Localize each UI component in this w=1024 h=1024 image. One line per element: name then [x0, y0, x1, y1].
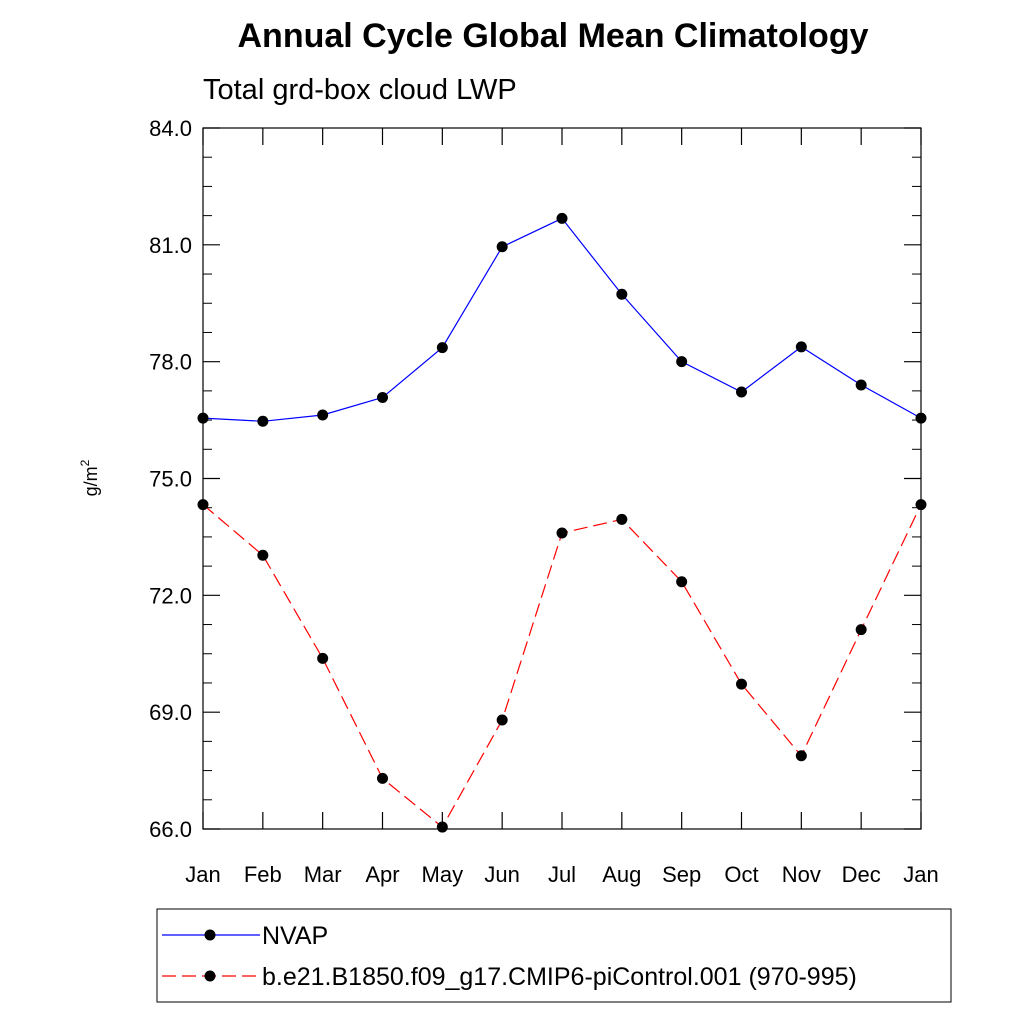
x-tick-label: Sep [662, 862, 701, 887]
data-point [257, 415, 269, 427]
x-tick-label: Mar [304, 862, 342, 887]
data-point [556, 212, 568, 224]
data-point [795, 750, 807, 762]
chart-title: Annual Cycle Global Mean Climatology [238, 17, 869, 55]
x-tick-label: May [422, 862, 464, 887]
legend-marker [204, 929, 216, 941]
legend: NVAP b.e21.B1850.f09_g17.CMIP6-piControl.… [156, 908, 952, 1003]
data-point [616, 513, 628, 525]
series-1 [197, 212, 927, 427]
legend-marker [204, 970, 216, 982]
y-axis-label-text: g/m [81, 466, 101, 496]
data-point [855, 624, 867, 636]
data-point [736, 386, 747, 398]
x-tick-label: Jun [484, 862, 519, 887]
y-tick-label: 84.0 [149, 116, 192, 141]
data-point [676, 356, 688, 368]
data-point [257, 549, 269, 561]
data-point [436, 342, 448, 354]
x-tick-label: Nov [782, 862, 821, 887]
chart-subtitle: Total grd-box cloud LWP [203, 74, 517, 106]
legend-label: b.e21.B1850.f09_g17.CMIP6-piControl.001 … [262, 963, 857, 991]
data-point [436, 821, 448, 833]
series-2 [197, 499, 927, 833]
x-tick-label: Jan [185, 862, 220, 887]
y-axis-label: g/m2 [78, 459, 101, 496]
y-tick-labels: 66.0 69.0 72.0 75.0 78.0 81.0 84.0 [149, 116, 192, 842]
x-tick-label: Jul [548, 862, 576, 887]
data-point [915, 412, 927, 424]
legend-items: NVAP b.e21.B1850.f09_g17.CMIP6-piControl.… [162, 922, 857, 991]
legend-item-2: b.e21.B1850.f09_g17.CMIP6-piControl.001 … [162, 963, 857, 991]
x-tick-label: Oct [724, 862, 758, 887]
x-tick-labels: Jan Feb Mar Apr May Jun Jul Aug Sep Oct Nov Dec Jan [185, 862, 938, 887]
data-point [377, 391, 388, 403]
y-tick-label: 75.0 [149, 467, 192, 492]
y-tick-label: 69.0 [149, 700, 192, 725]
data-point [377, 772, 388, 784]
legend-box [156, 908, 952, 1003]
data-point [556, 527, 568, 539]
x-tick-label: Jan [903, 862, 938, 887]
x-tick-label: Feb [244, 862, 282, 887]
data-point [676, 576, 688, 588]
data-point [795, 341, 807, 353]
y-tick-label: 66.0 [149, 817, 192, 842]
x-tick-label: Dec [842, 862, 881, 887]
legend-item-1: NVAP [162, 922, 328, 950]
series-line [202, 504, 922, 829]
data-point [496, 714, 508, 726]
data-point [736, 678, 747, 690]
y-tick-label: 72.0 [149, 583, 192, 608]
plot-frame [202, 127, 922, 830]
x-tick-label: Apr [365, 862, 399, 887]
x-tick-label: Aug [602, 862, 641, 887]
data-point [197, 412, 209, 424]
series-layer [197, 212, 927, 833]
data-point [616, 288, 628, 300]
data-point [197, 499, 209, 511]
axis-ticks [202, 127, 922, 830]
y-tick-label: 81.0 [149, 233, 192, 258]
y-axis-label-superscript: 2 [78, 459, 92, 466]
series-line [202, 217, 922, 422]
data-point [855, 379, 867, 391]
data-point [915, 499, 927, 511]
data-point [496, 241, 508, 253]
data-point [317, 409, 329, 421]
data-point [317, 652, 329, 664]
legend-label: NVAP [262, 922, 328, 950]
y-tick-label: 78.0 [149, 350, 192, 375]
